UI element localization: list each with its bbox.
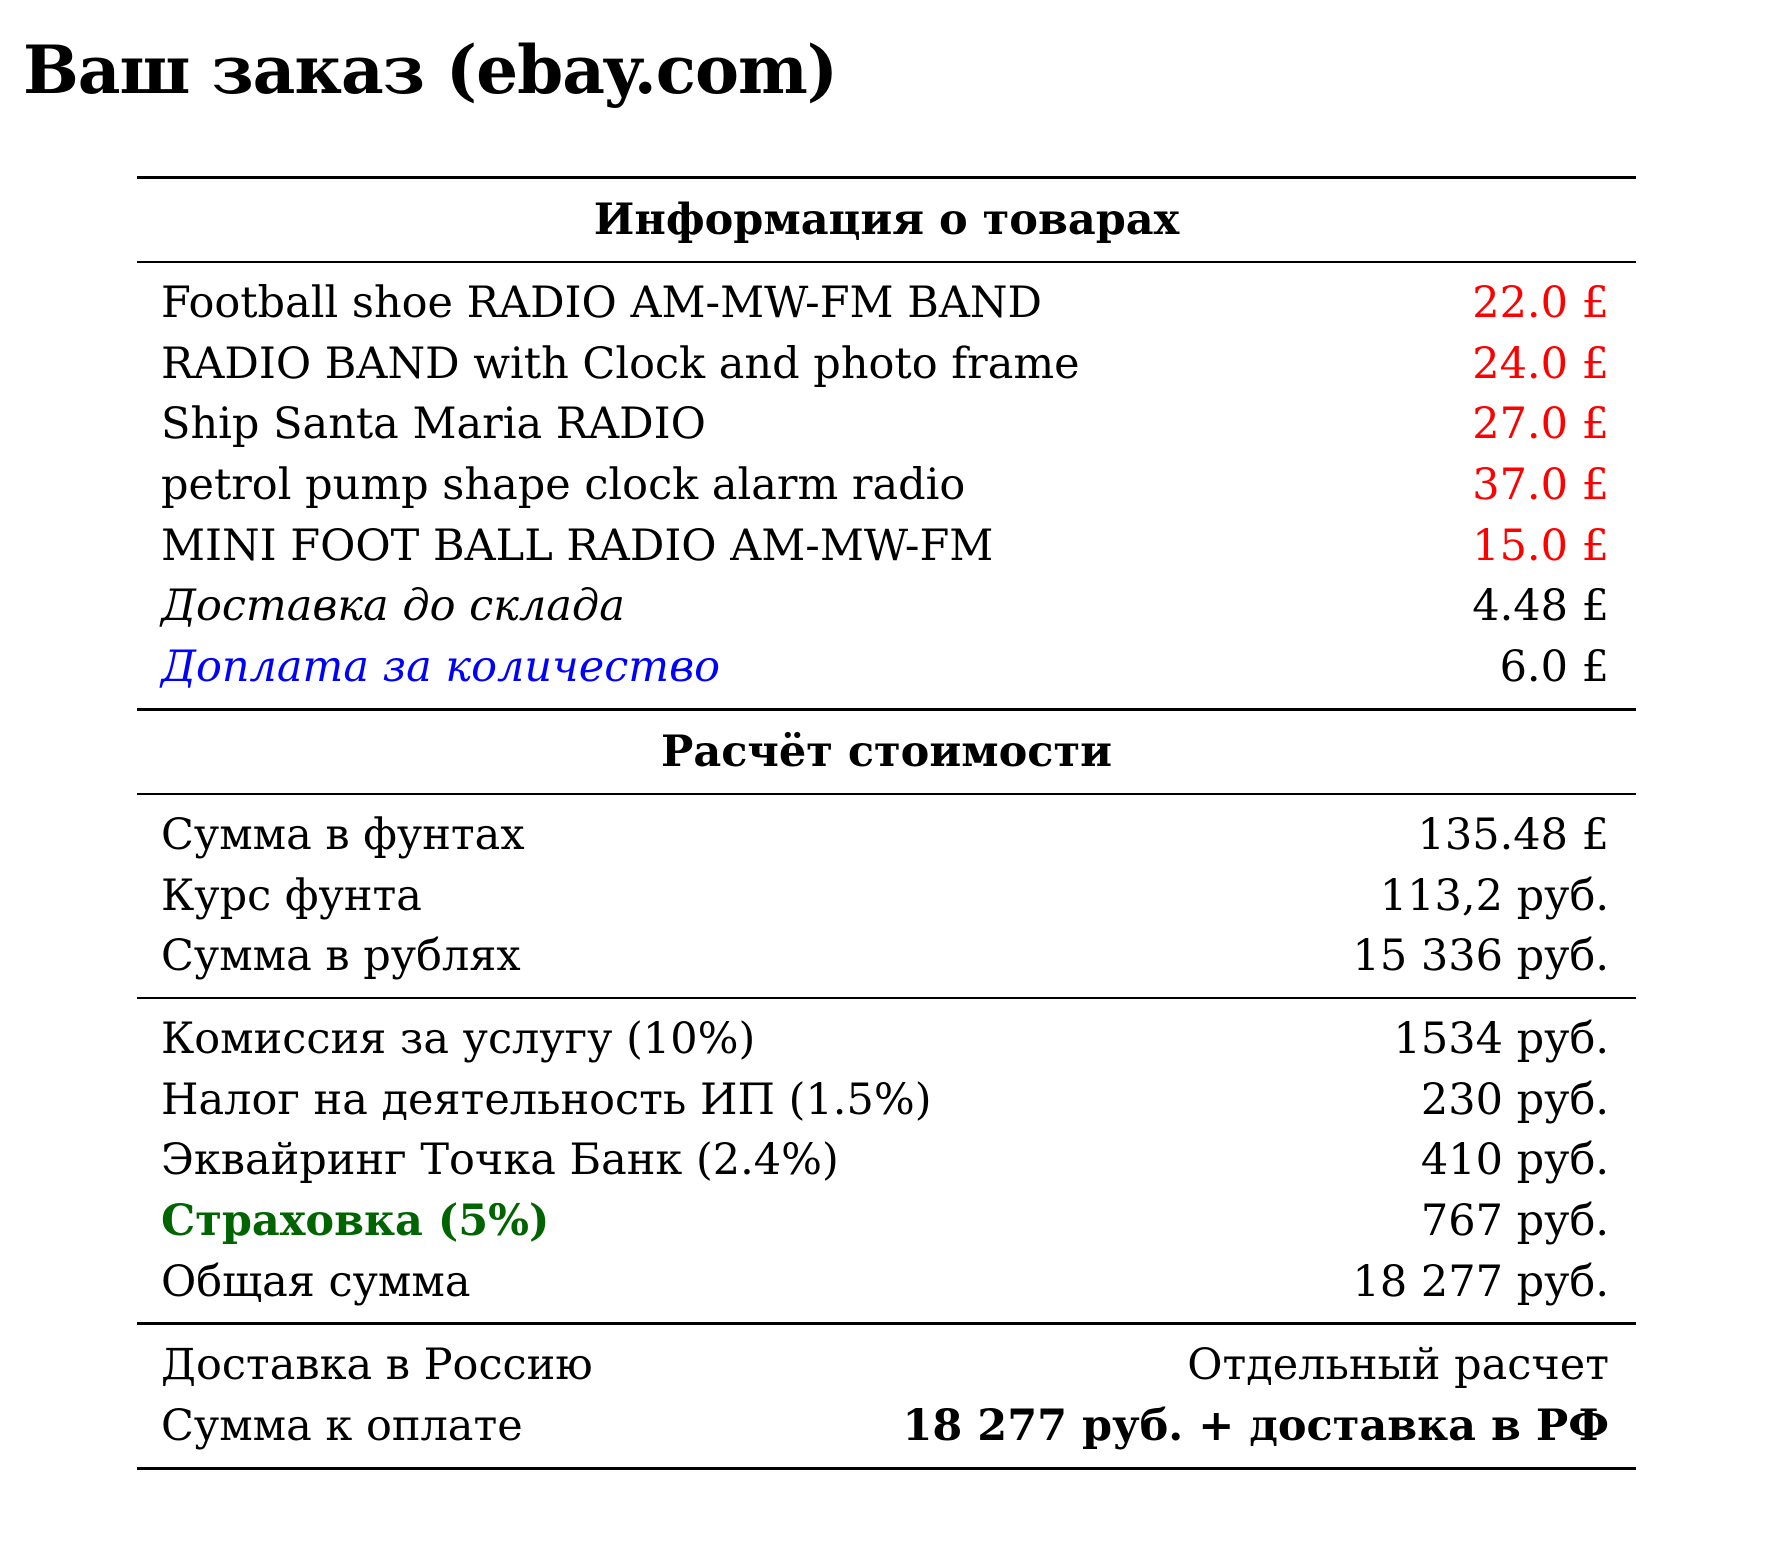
item-price: 37.0 £ xyxy=(1472,460,1609,511)
divider xyxy=(137,261,1636,263)
delivery-label: Доставка в Россию xyxy=(161,1340,593,1391)
insurance-value: 767 руб. xyxy=(1420,1195,1609,1246)
item-row: Football shoe RADIO AM-MW-FM BAND 22.0 £ xyxy=(137,273,1636,334)
item-row: RADIO BAND with Clock and photo frame 24.… xyxy=(137,334,1636,395)
calc-row: Курс фунта 113,2 руб. xyxy=(137,866,1636,927)
calc-value: 1534 руб. xyxy=(1393,1013,1609,1064)
conversion-list: Сумма в фунтах 135.48 £ Курс фунта 113,2 р… xyxy=(137,795,1636,997)
total-row: Общая сумма 18 277 руб. xyxy=(137,1252,1636,1313)
item-name: petrol pump shape clock alarm radio xyxy=(161,460,966,511)
calc-value: 230 руб. xyxy=(1420,1074,1609,1125)
calc-label: Сумма в фунтах xyxy=(161,809,525,860)
warehouse-shipping-label: Доставка до склада xyxy=(161,581,625,632)
quantity-surcharge-row: Доплата за количество 6.0 £ xyxy=(137,637,1636,698)
quantity-surcharge-value: 6.0 £ xyxy=(1499,642,1609,693)
calc-value: 135.48 £ xyxy=(1417,809,1609,860)
warehouse-shipping-row: Доставка до склада 4.48 £ xyxy=(137,576,1636,637)
calc-row: Сумма в рублях 15 336 руб. xyxy=(137,926,1636,987)
item-name: RADIO BAND with Clock and photo frame xyxy=(161,338,1080,389)
items-section-header: Информация о товарах xyxy=(593,195,1180,245)
calc-label: Сумма в рублях xyxy=(161,931,521,982)
calc-value: 410 руб. xyxy=(1420,1135,1609,1186)
insurance-row: Страховка (5%) 767 руб. xyxy=(137,1191,1636,1252)
calc-label: Эквайринг Точка Банк (2.4%) xyxy=(161,1135,839,1186)
item-price: 24.0 £ xyxy=(1472,338,1609,389)
item-name: Football shoe RADIO AM-MW-FM BAND xyxy=(161,278,1042,328)
to-pay-label: Сумма к оплате xyxy=(161,1401,523,1451)
delivery-row: Доставка в Россию Отдельный расчет xyxy=(137,1335,1636,1396)
calc-row: Налог на деятельность ИП (1.5%) 230 руб. xyxy=(137,1070,1636,1131)
item-row: Ship Santa Maria RADIO 27.0 £ xyxy=(137,394,1636,455)
page-title: Ваш заказ (ebay.com) xyxy=(23,31,838,109)
calc-label: Комиссия за услугу (10%) xyxy=(161,1013,756,1064)
item-price: 27.0 £ xyxy=(1472,399,1609,450)
total-label: Общая сумма xyxy=(161,1256,471,1307)
delivery-value: Отдельный расчет xyxy=(1187,1340,1609,1391)
divider xyxy=(137,176,1636,179)
quantity-surcharge-label: Доплата за количество xyxy=(161,642,720,693)
order-table: Информация о товарах Football shoe RADIO… xyxy=(137,176,1636,1470)
calc-row: Сумма в фунтах 135.48 £ xyxy=(137,805,1636,866)
to-pay-row: Сумма к оплате 18 277 руб. + доставка в Р… xyxy=(137,1396,1636,1457)
calc-value: 113,2 руб. xyxy=(1379,870,1609,921)
divider xyxy=(137,707,1636,711)
item-price: 22.0 £ xyxy=(1472,278,1609,328)
item-name: MINI FOOT BALL RADIO AM-MW-FM xyxy=(161,520,994,571)
payment-list: Доставка в Россию Отдельный расчет Сумма … xyxy=(137,1325,1636,1466)
item-row: MINI FOOT BALL RADIO AM-MW-FM 15.0 £ xyxy=(137,516,1636,577)
item-row: petrol pump shape clock alarm radio 37.0 … xyxy=(137,455,1636,516)
item-name: Ship Santa Maria RADIO xyxy=(161,399,706,450)
insurance-label: Страховка (5%) xyxy=(161,1195,550,1246)
divider xyxy=(137,996,1636,999)
fees-list: Комиссия за услугу (10%) 1534 руб. Налог … xyxy=(137,999,1636,1322)
divider xyxy=(137,1322,1636,1326)
divider xyxy=(137,1466,1636,1470)
items-list: Football shoe RADIO AM-MW-FM BAND 22.0 £ … xyxy=(137,263,1636,708)
divider xyxy=(137,792,1636,795)
calc-row: Эквайринг Точка Банк (2.4%) 410 руб. xyxy=(137,1130,1636,1191)
calc-section-header: Расчёт стоимости xyxy=(661,726,1112,777)
warehouse-shipping-value: 4.48 £ xyxy=(1472,581,1609,632)
item-price: 15.0 £ xyxy=(1472,520,1609,571)
calc-label: Курс фунта xyxy=(161,870,422,921)
calc-value: 15 336 руб. xyxy=(1352,931,1609,982)
total-value: 18 277 руб. xyxy=(1352,1256,1609,1307)
calc-label: Налог на деятельность ИП (1.5%) xyxy=(161,1074,932,1125)
calc-row: Комиссия за услугу (10%) 1534 руб. xyxy=(137,1009,1636,1070)
to-pay-value: 18 277 руб. + доставка в РФ xyxy=(902,1401,1609,1451)
